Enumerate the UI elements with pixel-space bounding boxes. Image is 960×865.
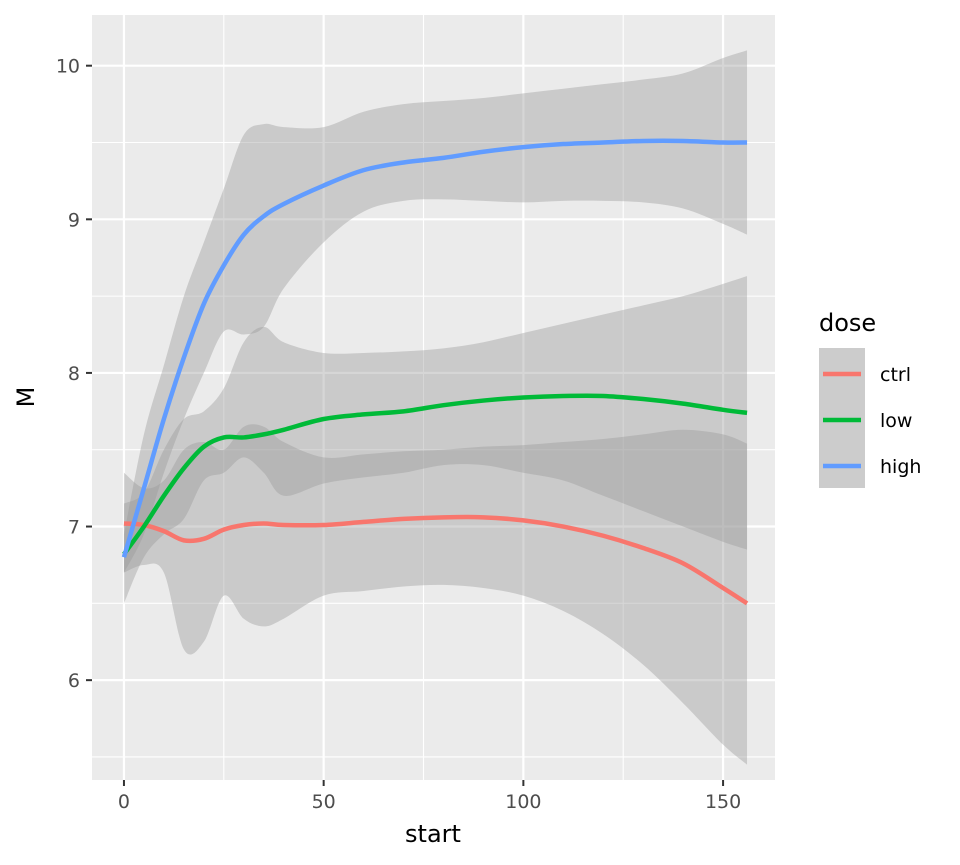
y-tick-label: 8: [68, 363, 80, 385]
y-tick-label: 9: [68, 209, 80, 231]
ribbon-high: [123, 50, 748, 573]
y-tick-label: 7: [68, 517, 80, 539]
y-tick-label: 10: [56, 56, 80, 78]
y-tick-label: 6: [68, 670, 80, 692]
legend-label-high: high: [880, 456, 921, 478]
ribbon-low: [123, 276, 748, 604]
confidence-ribbons: [123, 50, 748, 765]
x-axis-title: start: [405, 820, 461, 848]
legend-label-low: low: [880, 410, 912, 432]
legend-label-ctrl: ctrl: [880, 364, 911, 386]
series-line-ctrl: [123, 514, 749, 606]
series-line-low: [122, 393, 748, 556]
x-tick-label: 0: [118, 791, 130, 813]
y-axis: 6 7 8 9 10: [56, 56, 92, 692]
legend: dose ctrl low high: [819, 309, 921, 488]
y-axis-title: M: [12, 387, 40, 408]
legend-title: dose: [819, 309, 876, 337]
series-line-high: [121, 138, 748, 558]
x-tick-label: 50: [312, 791, 336, 813]
x-tick-label: 150: [705, 791, 741, 813]
ribbon-ctrl: [123, 424, 748, 765]
series-lines: [121, 138, 749, 606]
x-tick-label: 100: [505, 791, 541, 813]
x-axis: 0 50 100 150: [118, 780, 741, 813]
